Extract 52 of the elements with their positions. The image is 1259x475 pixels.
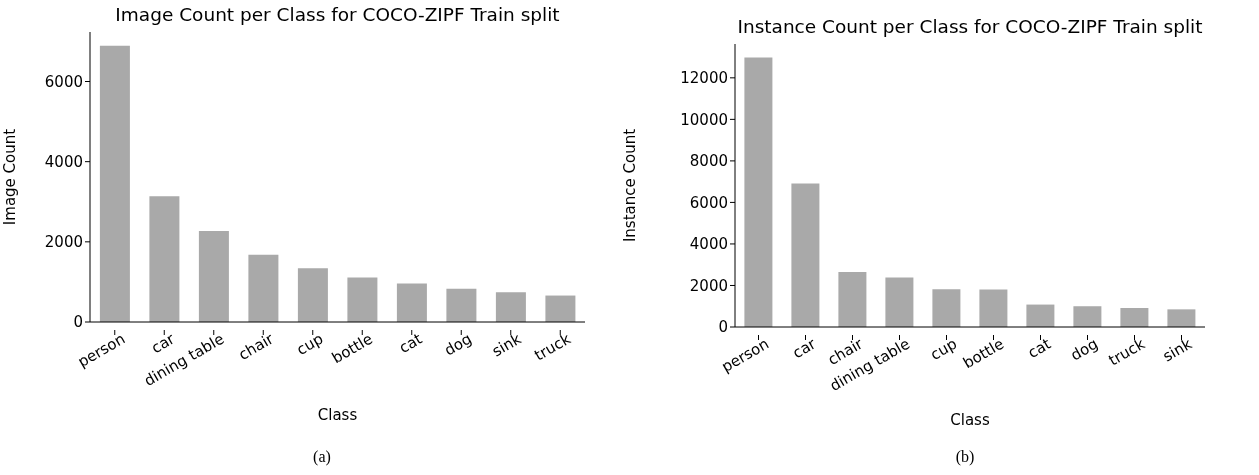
y-tick-label: 6000 — [689, 193, 728, 212]
bar — [1167, 309, 1196, 327]
bar — [149, 196, 180, 322]
bar — [1120, 307, 1149, 327]
x-tick-label: car — [789, 334, 820, 363]
bar — [396, 283, 427, 322]
x-tick-label: sink — [489, 329, 525, 361]
bar — [198, 231, 229, 322]
x-axis-title: Class — [317, 406, 358, 424]
y-tick-label: 2000 — [44, 233, 83, 252]
x-tick-label: dog — [441, 329, 475, 360]
bar — [885, 277, 914, 327]
bar — [248, 254, 279, 322]
x-tick-label: truck — [1105, 334, 1149, 370]
bar — [99, 45, 130, 322]
y-tick-label: 4000 — [689, 235, 728, 254]
chart-title: Instance Count per Class for COCO-ZIPF Train split — [736, 16, 1204, 37]
y-axis-title: Instance Count — [621, 128, 640, 243]
bar — [347, 277, 378, 322]
x-tick-label: cup — [927, 334, 960, 364]
y-tick-label: 8000 — [689, 152, 728, 171]
x-tick-label: dog — [1067, 334, 1101, 365]
bar — [545, 295, 576, 322]
x-tick-label: sink — [1159, 334, 1196, 366]
y-tick-label: 0 — [73, 313, 83, 332]
x-tick-label: truck — [531, 329, 574, 365]
bar — [495, 292, 526, 322]
bar — [1073, 306, 1102, 327]
bar — [932, 289, 961, 327]
bar — [744, 57, 773, 327]
y-tick-label: 10000 — [680, 110, 728, 129]
chart-title: Image Count per Class for COCO-ZIPF Train split — [114, 4, 561, 25]
y-tick-label: 0 — [718, 318, 728, 337]
x-axis-title: Class — [950, 411, 990, 429]
y-axis-title: Image Count — [1, 128, 20, 226]
text: (b) — [954, 448, 976, 466]
bar — [979, 289, 1008, 327]
x-tick-label: cup — [293, 329, 327, 359]
bar — [446, 288, 477, 322]
x-tick-label: chair — [235, 329, 278, 364]
text: (a) — [312, 448, 332, 466]
x-tick-label: cat — [1024, 334, 1055, 362]
bar — [838, 271, 867, 327]
y-tick-label: 4000 — [44, 152, 83, 171]
bar — [791, 183, 820, 327]
bar — [297, 268, 328, 322]
x-tick-label: car — [148, 329, 179, 358]
bar — [1026, 304, 1055, 327]
x-tick-label: cat — [396, 329, 426, 357]
y-tick-label: 6000 — [44, 72, 83, 91]
y-tick-label: 12000 — [680, 69, 728, 88]
y-tick-label: 2000 — [689, 276, 728, 295]
